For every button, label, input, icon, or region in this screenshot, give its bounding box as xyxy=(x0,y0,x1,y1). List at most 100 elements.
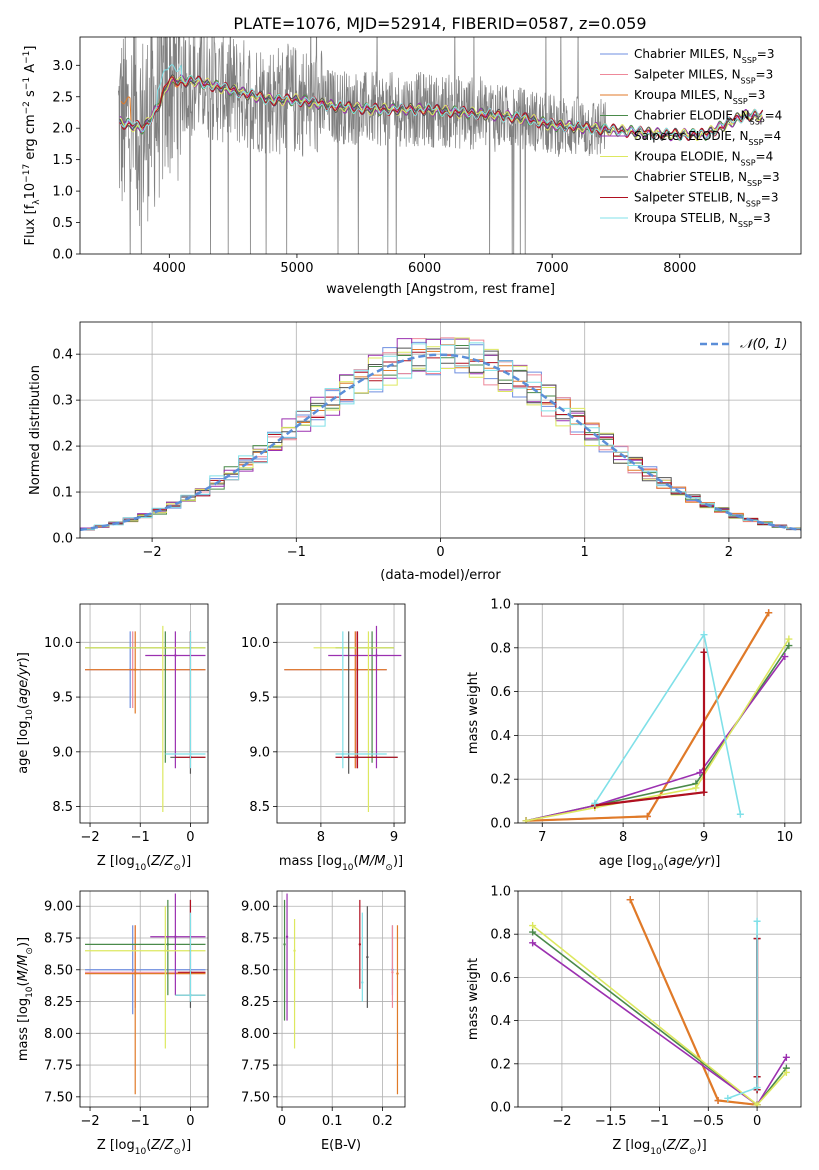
y-tick-label: 8.75 xyxy=(241,932,270,947)
label-part: 10 xyxy=(135,863,147,873)
label-part: −1 xyxy=(22,77,32,90)
label-part: 10 xyxy=(342,863,354,873)
legend-model-name: Chabrier ELODIE xyxy=(634,109,733,123)
legend-n-value: 4 xyxy=(773,129,781,143)
y-axis-label: Flux [fλ10−17 erg cm−2 s−1 A−1] xyxy=(22,46,42,246)
legend-entry: Kroupa ELODIE, NSSP=4 xyxy=(634,150,773,168)
y-tick-label: 0.5 xyxy=(52,216,73,231)
legend-entry: Salpeter ELODIE, NSSP=4 xyxy=(634,129,781,147)
legend-ssp-sub: SSP xyxy=(738,220,753,229)
plot-area xyxy=(518,604,801,823)
axes-frame xyxy=(79,36,802,255)
data-point xyxy=(391,971,394,974)
plot-area xyxy=(277,891,405,1107)
legend-sep: , xyxy=(730,170,738,184)
y-tick-label: 7.50 xyxy=(241,1090,270,1105)
legend-model-name: Chabrier MILES xyxy=(634,47,725,61)
plot-layer xyxy=(518,604,801,823)
data-point xyxy=(396,972,399,975)
label-part: )] xyxy=(16,652,31,662)
weight-marker xyxy=(626,896,634,904)
y-tick-label: 8.25 xyxy=(44,995,73,1010)
legend-sep: , xyxy=(716,88,724,102)
y-tick-label: 2.5 xyxy=(52,90,73,105)
y-tick-label: 8.25 xyxy=(241,995,270,1010)
label-part: M/M xyxy=(359,854,386,869)
weight-marker xyxy=(753,1101,761,1107)
x-tick-label: 0 xyxy=(753,1114,761,1129)
label-part: )] xyxy=(181,854,191,869)
data-point xyxy=(161,646,165,649)
legend-ssp-sub: SSP xyxy=(733,97,748,106)
legend-n: N xyxy=(741,109,750,123)
legend-n-value: 3 xyxy=(771,191,779,205)
x-tick-label: 8 xyxy=(619,830,627,845)
label-part: Z [log xyxy=(97,854,135,869)
label-part: −1 xyxy=(22,51,32,64)
legend-eq: = xyxy=(753,211,763,225)
label-part: )] xyxy=(697,1138,707,1153)
y-tick-label: 8.5 xyxy=(249,800,270,815)
label-part: Z [log xyxy=(612,1138,650,1153)
x-axis-label: wavelength [Angstrom, rest frame] xyxy=(326,282,555,297)
label-part: )] xyxy=(181,1138,191,1153)
label-part: 10 xyxy=(135,1147,147,1157)
panel-age_vs_mass: 8 9 8.5 9.0 9.5 10.0 mass [log10(M/M⊙)] xyxy=(241,603,406,873)
panel-age_vs_z: −2 −1 08.59.09.510.0Z [log10(Z/Z⊙)]age [lo… xyxy=(16,603,209,873)
legend-ssp-sub: SSP xyxy=(741,158,756,167)
weight-marker xyxy=(529,939,537,947)
label-part: M/M xyxy=(16,955,31,982)
x-tick-label: 10 xyxy=(777,830,794,845)
y-tick-label: 9.0 xyxy=(249,745,270,760)
weight-marker xyxy=(591,799,599,807)
y-tick-label: 8.50 xyxy=(241,963,270,978)
x-tick-label: −1 xyxy=(131,1114,150,1129)
x-tick-label: −2 xyxy=(552,1114,571,1129)
y-tick-label: 0.0 xyxy=(490,817,511,832)
data-point xyxy=(354,668,357,671)
legend-ssp-sub: SSP xyxy=(742,56,757,65)
legend-n: N xyxy=(739,129,748,143)
y-tick-label: 7.50 xyxy=(44,1090,73,1105)
y-tick-label: 8.75 xyxy=(44,932,73,947)
y-tick-label: 0.1 xyxy=(52,486,73,501)
y-tick-label: 10.0 xyxy=(241,636,270,651)
plot-layer xyxy=(518,891,801,1107)
panel-mass_vs_ebv: 0 0.1 0.2 7.50 7.75 8.00 8.25 8.50 8.75 9.00 E(B-V… xyxy=(241,890,406,1153)
y-tick-label: 10.0 xyxy=(44,636,73,651)
legend-entry: Chabrier MILES, NSSP=3 xyxy=(634,47,774,65)
panel-residual_hist: −2 −1 0 1 2 0.0 0.1 0.2 0.3 0.4 (data-model)/error… xyxy=(28,321,802,583)
x-tick-label: 0 xyxy=(436,545,444,560)
y-tick-label: 1.5 xyxy=(52,153,73,168)
label-part: age/yr xyxy=(668,854,711,869)
panel-weight_vs_z: −2 −1.5 −1 −0.5 0 0.0 0.2 0.4 0.6 0.8 1.0 Z [log10(… xyxy=(466,885,802,1157)
weight-marker xyxy=(529,922,537,930)
label-part: Z/Z xyxy=(150,1138,174,1153)
label-part: Flux [f xyxy=(23,204,38,245)
axes-frame xyxy=(517,603,802,824)
legend-entry: Salpeter STELIB, NSSP=3 xyxy=(634,191,778,209)
label-part: ( xyxy=(16,981,31,986)
label-part: ⊙ xyxy=(173,863,181,873)
weight-marker xyxy=(700,788,708,796)
label-part: ⊙ xyxy=(173,1147,181,1157)
plot-layer xyxy=(117,37,764,254)
x-tick-label: 4000 xyxy=(153,261,186,276)
x-axis-label: Z [log10(Z/Z⊙)] xyxy=(97,1138,191,1157)
weight-marker xyxy=(753,917,761,925)
weight-marker xyxy=(753,1084,761,1092)
y-axis-label: mass [log10(M/M⊙)] xyxy=(16,937,35,1061)
x-tick-label: −2 xyxy=(80,830,99,845)
legend-n: N xyxy=(732,150,741,164)
y-tick-label: 9.00 xyxy=(241,900,270,915)
legend-n: N xyxy=(733,47,742,61)
legend-model-name: Chabrier STELIB xyxy=(634,170,730,184)
data-point xyxy=(367,646,370,649)
y-tick-label: 2.0 xyxy=(52,122,73,137)
legend-ssp-sub: SSP xyxy=(747,179,762,188)
data-point xyxy=(189,752,192,756)
data-point xyxy=(375,654,378,657)
x-tick-label: 0.2 xyxy=(372,1114,393,1129)
